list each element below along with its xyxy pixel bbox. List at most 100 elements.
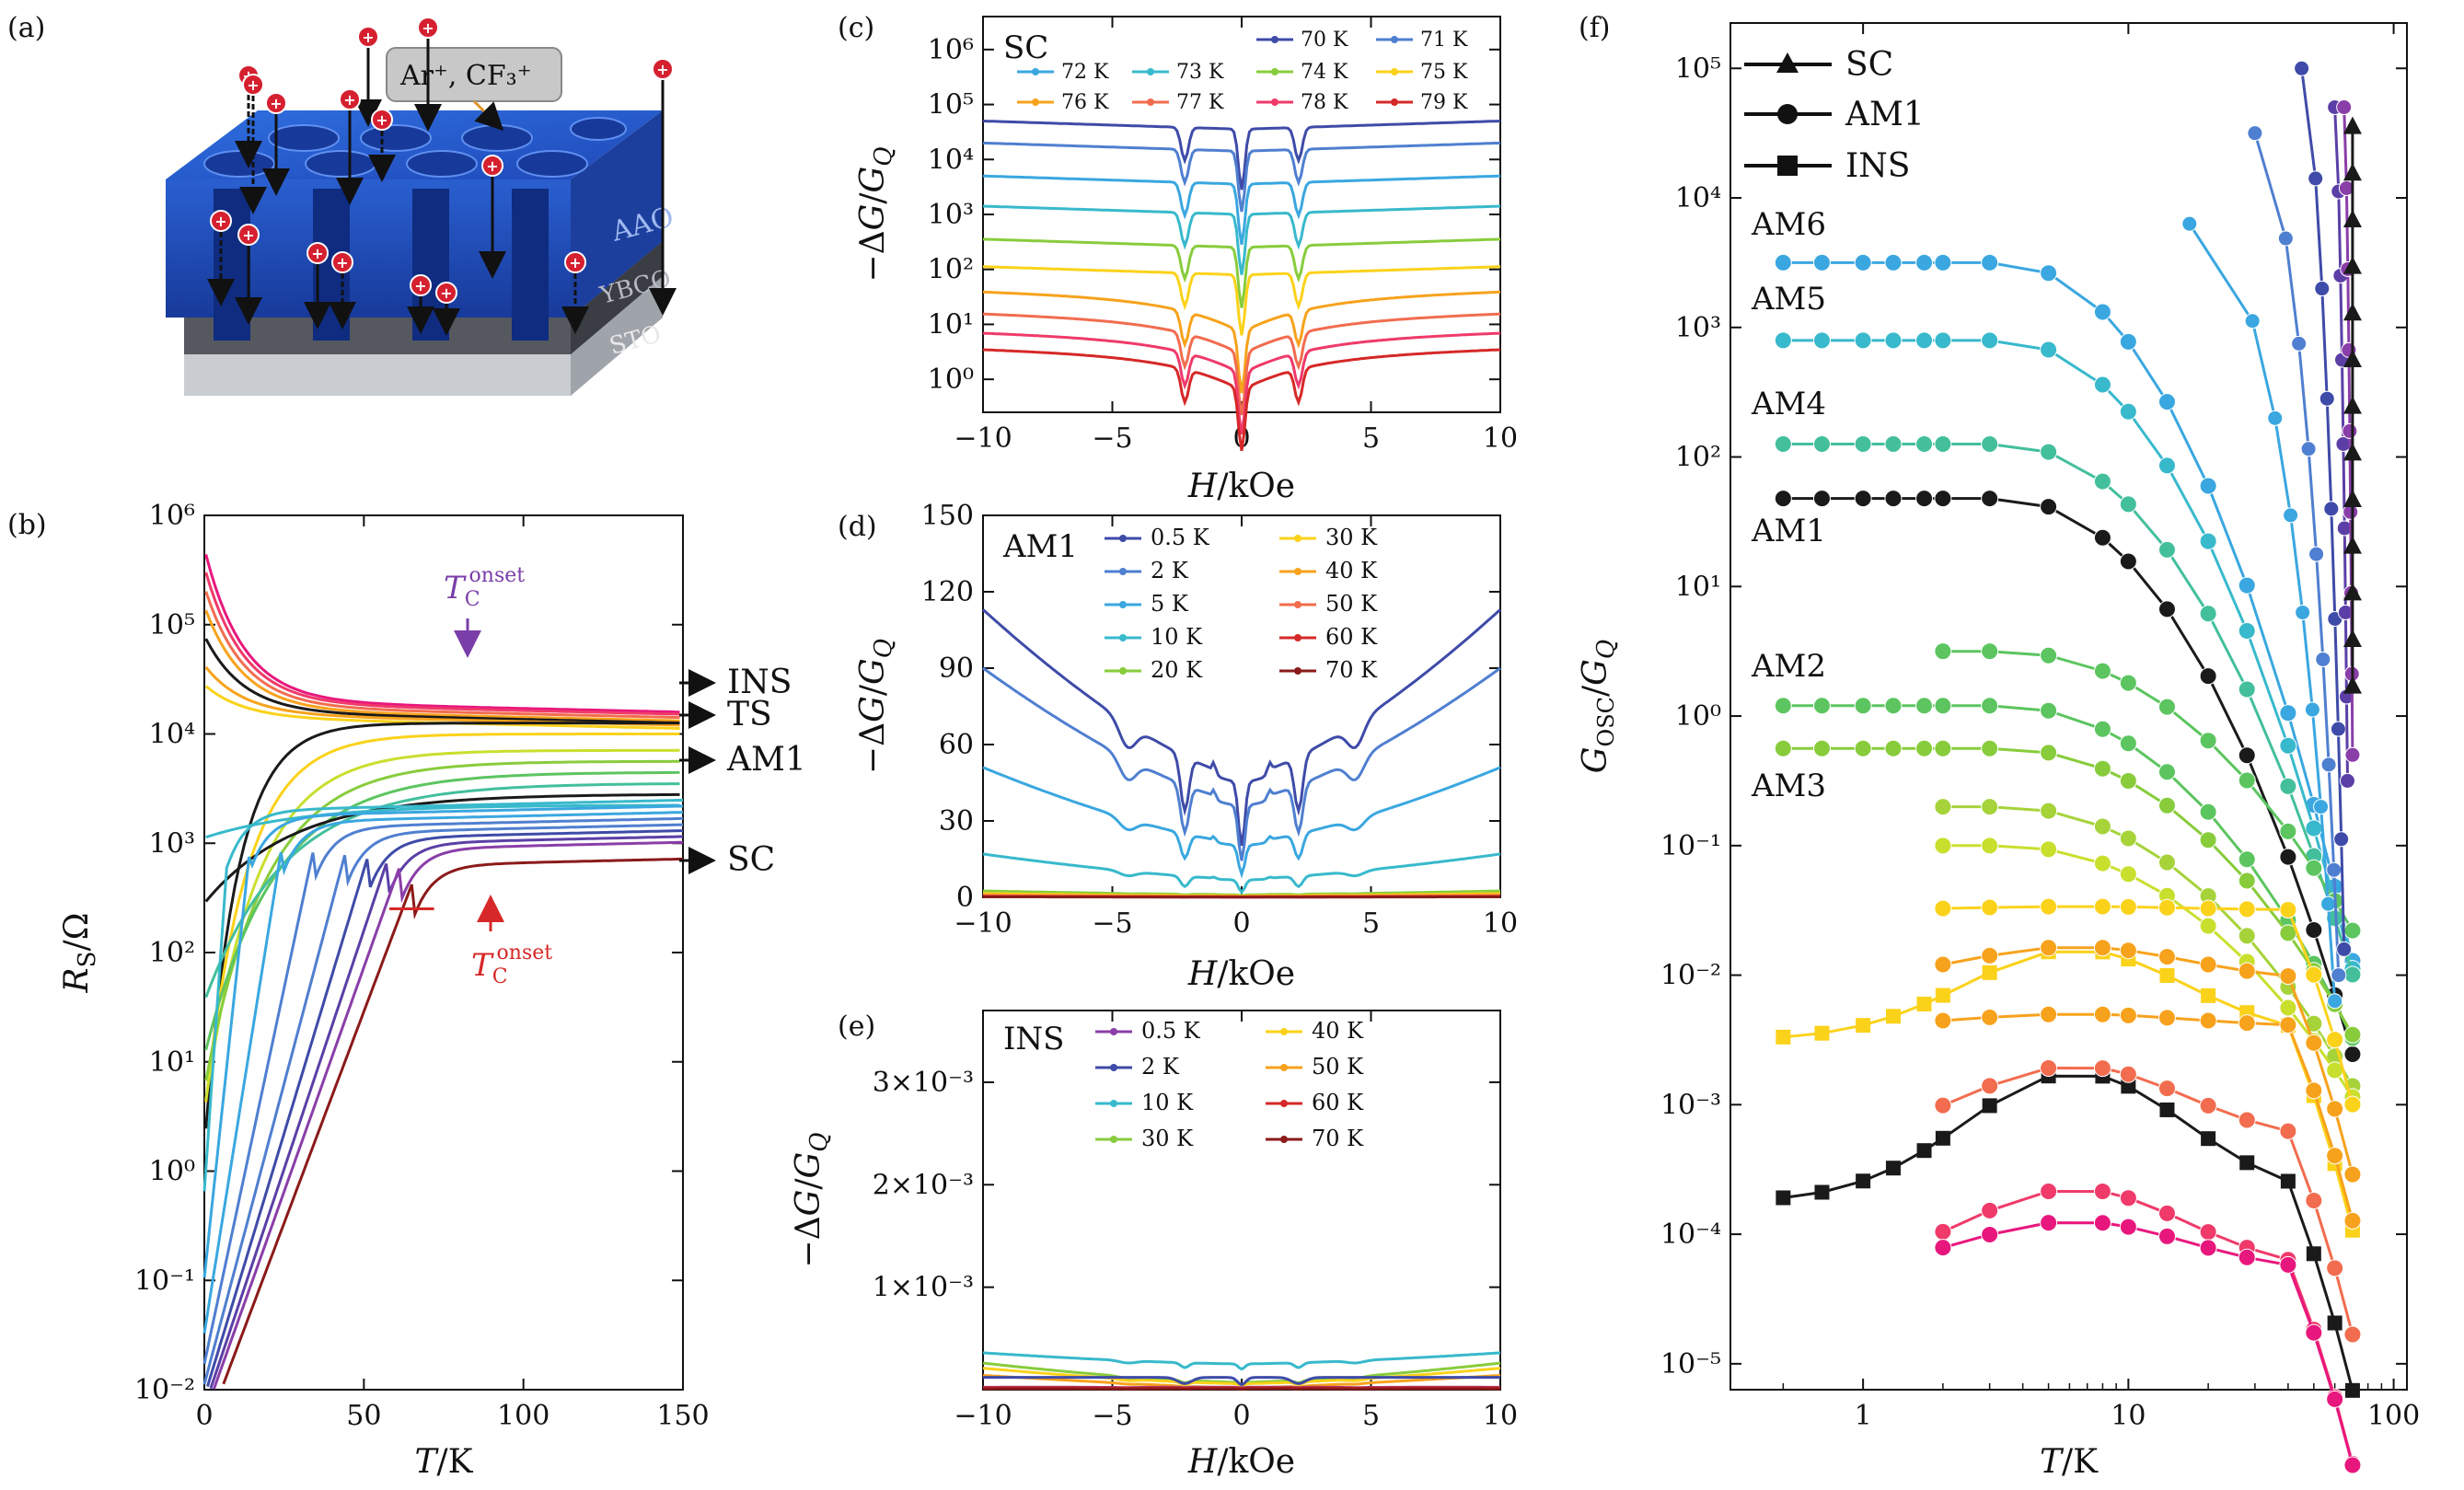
- chart-f-point: [2040, 802, 2058, 820]
- panel-label-d: (d): [838, 511, 877, 543]
- chart-f-point: [2343, 116, 2362, 134]
- chart-f-point: [2279, 1255, 2297, 1274]
- chart-f-point: [2157, 853, 2176, 872]
- chart-e-xtick-label: 5: [1362, 1400, 1380, 1432]
- chart-f-point: [1854, 697, 1872, 715]
- chart-f-point: [2343, 396, 2362, 414]
- chart-f-point: [2326, 861, 2343, 878]
- chart-f-point: [2343, 536, 2362, 554]
- chart-f-ytick-label: 10⁻⁴: [1660, 1219, 1721, 1251]
- chart-f-point: [2279, 736, 2297, 755]
- ion-plus: +: [414, 277, 426, 295]
- chart-f-point: [1814, 1184, 1830, 1200]
- panel-label-e: (e): [838, 1011, 875, 1043]
- chart-f-point: [2244, 313, 2261, 329]
- chart-d-title: AM1: [1002, 528, 1078, 565]
- chart-f-point: [2199, 667, 2217, 686]
- chart-f-point: [2343, 1211, 2362, 1230]
- chart-f-point: [2336, 941, 2353, 957]
- chart-f-point: [2294, 60, 2310, 76]
- chart-f-point: [1981, 946, 1999, 964]
- chart-b-series-line: [202, 798, 684, 1192]
- chart-f-point: [2238, 680, 2256, 699]
- chart-f-point: [2157, 763, 2176, 781]
- chart-f-point: [1935, 988, 1950, 1003]
- chart-f-point: [2119, 402, 2137, 421]
- chart-f-point: [2333, 831, 2350, 848]
- chart-f-point: [1884, 253, 1903, 271]
- chart-f-series-line: [1783, 950, 2354, 1231]
- chart-f-point: [2320, 757, 2337, 773]
- ion-marker: [652, 58, 674, 80]
- chart-f-point: [2093, 1214, 2111, 1232]
- chart-f-point: [2306, 1246, 2321, 1262]
- chart-f-point: [1856, 1018, 1871, 1034]
- chart-f-point: [1982, 964, 1997, 980]
- chart-f-legend-marker: [1776, 52, 1799, 73]
- chart-f-xtick-label: 10: [2111, 1400, 2146, 1432]
- chart-e-legend-marker: [1110, 1064, 1117, 1071]
- chart-c-series-line: [982, 290, 1501, 394]
- chart-f-point: [2199, 605, 2217, 623]
- ion-marker: [357, 26, 379, 48]
- chart-f-point: [2305, 859, 2323, 877]
- chart-f-point: [2199, 955, 2217, 974]
- chart-f-point: [2199, 1223, 2217, 1242]
- chart-c-legend-marker: [1391, 36, 1398, 43]
- chart-f-point: [2305, 1034, 2323, 1052]
- chart-f-ytick-label: 10⁵: [1675, 52, 1721, 85]
- chart-f-point: [2308, 546, 2325, 562]
- chart-c-ytick-label: 10³: [928, 199, 974, 231]
- chart-f-point: [1934, 739, 1952, 757]
- chart-f-point: [2199, 803, 2217, 821]
- chart-b-xtick-label: 50: [346, 1400, 381, 1432]
- chart-f-point: [1981, 837, 1999, 855]
- chart-d-legend-marker: [1119, 568, 1127, 575]
- chart-f-series-line: [1942, 1012, 2354, 1221]
- chart-f-point: [2277, 230, 2294, 247]
- chart-e-ylabel: −ΔG/GQ: [790, 1132, 833, 1267]
- chart-f-point: [2305, 819, 2323, 837]
- chart-f-point: [2157, 698, 2176, 716]
- chart-b-series-line: [204, 591, 680, 720]
- chart-f-point: [1934, 955, 1952, 974]
- chart-f-legend-label: AM1: [1845, 96, 1925, 133]
- chart-f-point: [1934, 331, 1952, 350]
- chart-f-point: [2238, 621, 2256, 640]
- chart-f-series-label: AM6: [1751, 206, 1826, 243]
- ion-marker: [265, 92, 287, 114]
- chart-f-point: [2343, 489, 2362, 507]
- chart-b-ytick-label: 10⁰: [149, 1156, 195, 1188]
- chart-f-point: [2119, 941, 2137, 960]
- ion-marker: [435, 282, 457, 304]
- chart-f-point: [2040, 341, 2058, 359]
- chart-f-point: [1812, 253, 1831, 271]
- chart-f-series-label: AM2: [1751, 648, 1826, 685]
- chart-f-point: [2199, 532, 2217, 550]
- chart-f-point: [2157, 540, 2176, 559]
- ion-plus: +: [343, 91, 355, 109]
- chart-c-xlabel: H/kOe: [1187, 468, 1295, 505]
- chart-f-ylabel: GOSC/GQ: [1577, 640, 1620, 773]
- chart-d-series-line: [982, 666, 1501, 861]
- chart-f-point: [2157, 1080, 2176, 1098]
- chart-f-series-line: [1783, 1074, 2354, 1392]
- chart-f-point: [1774, 331, 1792, 350]
- chart-f-point: [1981, 739, 1999, 757]
- chart-b-ytick-label: 10³: [149, 827, 195, 860]
- chart-c-series-line: [982, 348, 1501, 452]
- chart-f-point: [1981, 1008, 1999, 1026]
- ion-plus: +: [311, 245, 323, 262]
- chart-d-legend-label: 20 K: [1151, 657, 1203, 683]
- chart-f-point: [2040, 897, 2058, 916]
- chart-f-point: [2295, 604, 2311, 620]
- chart-f-point: [2343, 349, 2362, 367]
- chart-c-legend-label: 79 K: [1420, 91, 1468, 114]
- chart-f-point: [2157, 1009, 2176, 1027]
- chart-f-point: [2344, 746, 2361, 763]
- chart-f-point: [2313, 799, 2330, 815]
- chart-f-point: [2279, 901, 2297, 919]
- chart-f-point: [1854, 331, 1872, 350]
- chart-b-series-line: [202, 804, 684, 1278]
- chart-c-ytick-label: 10²: [928, 254, 974, 286]
